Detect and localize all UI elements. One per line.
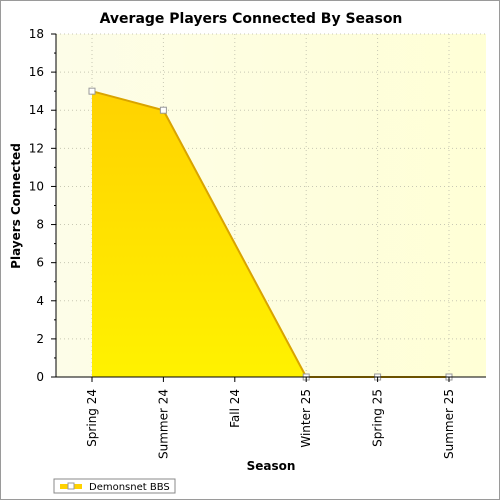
chart-title: Average Players Connected By Season [100, 11, 403, 27]
area-fill [92, 91, 449, 378]
x-tick-label: Summer 24 [156, 389, 170, 459]
x-axis-title: Season [247, 459, 296, 473]
y-tick-label: 10 [29, 179, 44, 193]
y-tick-label: 8 [36, 218, 44, 232]
y-tick-label: 18 [29, 27, 44, 41]
y-axis-title: Players Connected [9, 143, 23, 269]
data-point [159, 106, 167, 114]
axes-layer [51, 33, 486, 382]
y-tick-label: 6 [36, 256, 44, 270]
data-point [88, 87, 96, 95]
legend-box [53, 478, 176, 494]
x-tick-label: Spring 24 [85, 389, 99, 447]
y-tick-labels: 0 2 4 6 8 10 12 14 16 18 [29, 27, 44, 384]
x-tick-label: Spring 25 [371, 389, 385, 447]
legend-label: Demonsnet BBS [89, 482, 170, 493]
y-tick-label: 14 [29, 103, 44, 117]
y-tick-label: 16 [29, 65, 44, 79]
y-tick-label: 0 [36, 370, 44, 384]
legend: Demonsnet BBS [53, 478, 176, 494]
legend-marker [67, 482, 75, 490]
y-tick-label: 2 [36, 332, 44, 346]
y-tick-label: 12 [29, 141, 44, 155]
x-tick-label: Fall 24 [228, 389, 242, 428]
x-tick-label: Winter 25 [299, 389, 313, 448]
y-tick-label: 4 [36, 294, 44, 308]
x-tick-label: Summer 25 [442, 389, 456, 459]
x-tick-labels: Spring 24 Summer 24 Fall 24 Winter 25 Spring… [85, 389, 456, 459]
